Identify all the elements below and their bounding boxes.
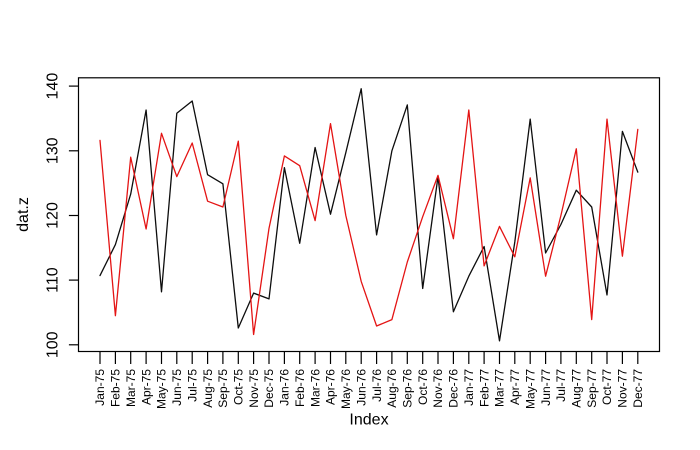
svg-text:110: 110	[45, 267, 62, 293]
svg-text:Jun-77: Jun-77	[539, 369, 553, 406]
svg-text:Feb-75: Feb-75	[109, 369, 123, 407]
svg-text:Sep-75: Sep-75	[216, 369, 230, 408]
svg-text:130: 130	[45, 137, 62, 164]
svg-text:Sep-77: Sep-77	[585, 369, 599, 408]
svg-text:May-75: May-75	[155, 369, 169, 409]
svg-text:May-77: May-77	[523, 369, 537, 409]
svg-text:dat.z: dat.z	[15, 197, 32, 232]
svg-text:Feb-76: Feb-76	[293, 369, 307, 407]
svg-text:140: 140	[45, 73, 62, 100]
svg-text:Jan-77: Jan-77	[462, 369, 476, 406]
svg-text:Mar-76: Mar-76	[308, 369, 322, 407]
svg-text:Nov-75: Nov-75	[247, 369, 261, 408]
svg-text:Aug-76: Aug-76	[385, 369, 399, 408]
svg-text:Dec-76: Dec-76	[447, 369, 461, 408]
svg-text:Index: Index	[349, 412, 388, 429]
svg-text:Oct-77: Oct-77	[600, 369, 614, 405]
svg-text:Aug-75: Aug-75	[201, 369, 215, 408]
svg-text:Dec-75: Dec-75	[262, 369, 276, 408]
svg-text:Nov-76: Nov-76	[431, 369, 445, 408]
svg-text:100: 100	[45, 331, 62, 358]
svg-text:120: 120	[45, 202, 62, 229]
svg-text:Jan-76: Jan-76	[278, 369, 292, 406]
svg-text:Jul-76: Jul-76	[370, 369, 384, 402]
svg-text:Mar-77: Mar-77	[493, 369, 507, 407]
svg-text:Jul-75: Jul-75	[185, 369, 199, 402]
svg-text:Jun-75: Jun-75	[170, 369, 184, 406]
svg-text:Oct-76: Oct-76	[416, 369, 430, 405]
svg-text:Jan-75: Jan-75	[93, 369, 107, 406]
svg-text:Aug-77: Aug-77	[570, 369, 584, 408]
svg-text:Apr-76: Apr-76	[324, 369, 338, 405]
svg-text:Feb-77: Feb-77	[477, 369, 491, 407]
svg-text:Dec-77: Dec-77	[631, 369, 645, 408]
svg-text:Jul-77: Jul-77	[554, 369, 568, 402]
svg-text:Nov-77: Nov-77	[616, 369, 630, 408]
svg-text:Sep-76: Sep-76	[401, 369, 415, 408]
svg-text:Mar-75: Mar-75	[124, 369, 138, 407]
svg-text:May-76: May-76	[339, 369, 353, 409]
svg-text:Oct-75: Oct-75	[232, 369, 246, 405]
svg-text:Jun-76: Jun-76	[354, 369, 368, 406]
svg-text:Apr-75: Apr-75	[139, 369, 153, 405]
svg-text:Apr-77: Apr-77	[508, 369, 522, 405]
